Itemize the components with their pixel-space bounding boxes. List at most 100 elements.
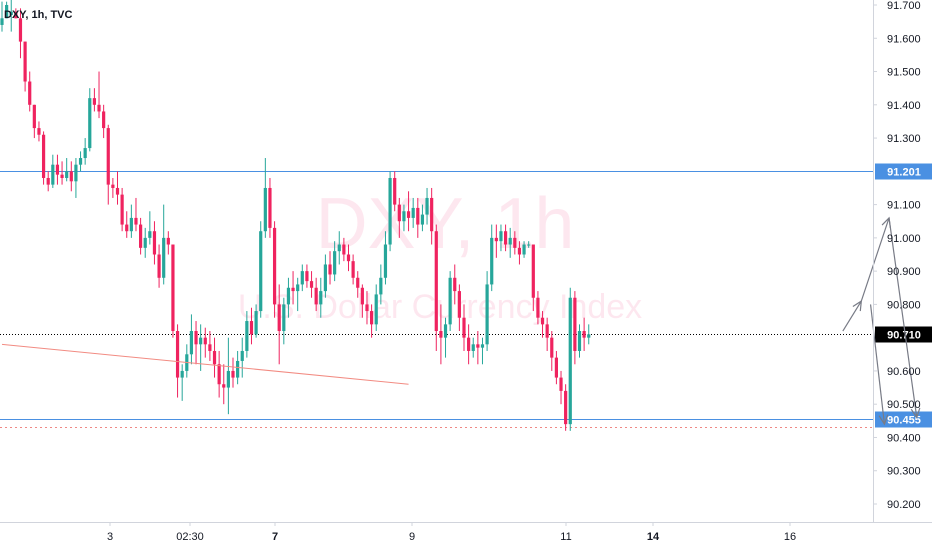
- candle-body: [370, 311, 374, 325]
- candle-body: [65, 171, 69, 178]
- candle-body: [573, 297, 577, 351]
- candle-body: [203, 337, 207, 345]
- candle-body: [490, 237, 494, 285]
- candle-body: [111, 184, 115, 188]
- candle-body: [471, 344, 475, 351]
- candle-body: [411, 207, 415, 218]
- x-tick-label: 11: [560, 531, 571, 543]
- candle-body: [531, 244, 535, 298]
- candle-body: [517, 247, 522, 255]
- candle-body: [175, 331, 180, 378]
- candle-body: [9, 11, 13, 15]
- candle-body: [102, 111, 106, 129]
- candle-body: [342, 244, 346, 255]
- candle-body: [0, 18, 4, 25]
- y-tick-label: 90.400: [887, 432, 921, 444]
- candle-body: [508, 237, 512, 245]
- resistance-badge: [875, 163, 932, 180]
- y-tick-label: 91.000: [887, 233, 921, 245]
- candle-body: [282, 304, 286, 332]
- candle-body: [106, 128, 110, 185]
- candle-body: [485, 284, 489, 345]
- watermark-symbol: DXY, 1h: [316, 184, 575, 264]
- candle-body: [568, 297, 572, 425]
- candle-body: [480, 344, 485, 348]
- current-price-badge: [875, 326, 932, 343]
- arrow-head: [852, 299, 863, 312]
- candle-body: [536, 297, 540, 318]
- candle-body: [249, 321, 254, 335]
- candle-body: [559, 377, 563, 391]
- projection-arrow: [860, 217, 918, 418]
- candle-body: [499, 231, 503, 242]
- trendline: [1, 343, 409, 385]
- price-levels: 91.201 90.710 90.455: [0, 163, 932, 428]
- y-tick-label: 91.100: [887, 200, 921, 212]
- candles: [0, 0, 591, 431]
- drawings[interactable]: [1, 216, 921, 426]
- candle-body: [263, 187, 267, 232]
- candle-body: [83, 148, 87, 159]
- x-tick-label: 9: [409, 531, 415, 543]
- candle-body: [554, 357, 558, 378]
- candle-body: [319, 291, 323, 305]
- candle-body: [476, 344, 480, 348]
- candle-body: [582, 331, 586, 338]
- candle-body: [55, 164, 60, 175]
- candle-body: [374, 294, 378, 325]
- candle-body: [208, 344, 212, 351]
- candle-body: [494, 237, 498, 242]
- candle-body: [212, 350, 217, 365]
- y-tick-label: 91.600: [887, 33, 921, 45]
- y-tick-label: 90.200: [887, 499, 921, 511]
- candle-body: [540, 317, 545, 325]
- candle-body: [28, 81, 32, 105]
- candle-body: [314, 287, 318, 305]
- candle-body: [162, 237, 166, 278]
- candle-body: [46, 177, 50, 185]
- symbol-label: DXY, 1h, TVC: [4, 9, 73, 21]
- candle-body: [60, 174, 64, 178]
- candle-body: [564, 390, 568, 425]
- candle-body: [125, 224, 129, 232]
- candle-body: [439, 331, 443, 338]
- candle-body: [300, 271, 304, 285]
- y-tick-label: 91.500: [887, 67, 921, 79]
- x-tick-label: 16: [784, 531, 796, 543]
- candle-body: [309, 281, 314, 288]
- candle-body: [272, 227, 277, 305]
- resistance-badge-label: 91.201: [887, 167, 921, 179]
- candle-body: [333, 251, 337, 275]
- watermark: DXY, 1h U.S. Dollar Currency Index: [238, 184, 642, 326]
- y-tick-label: 91.700: [887, 0, 921, 12]
- candle-body: [448, 277, 452, 325]
- support-badge-label: 90.455: [887, 415, 921, 427]
- candle-body: [402, 211, 406, 222]
- candle-body: [222, 384, 226, 388]
- candle-body: [323, 264, 327, 292]
- candle-body: [406, 211, 411, 218]
- candle-body: [157, 254, 161, 278]
- x-tick-label: 02:30: [176, 531, 204, 543]
- candle-body: [365, 304, 369, 312]
- candle-body: [416, 207, 420, 225]
- candle-body: [199, 337, 203, 345]
- candle-body: [443, 324, 448, 338]
- candle-body: [129, 217, 133, 232]
- candle-body: [143, 237, 147, 248]
- candle-body: [189, 331, 194, 355]
- candle-body: [420, 214, 425, 225]
- candle-body: [305, 271, 309, 282]
- candle-body: [97, 104, 101, 112]
- candle-body: [37, 128, 41, 135]
- candle-body: [328, 264, 332, 275]
- current-price-badge-label: 90.710: [887, 330, 921, 342]
- candle-body: [379, 277, 383, 295]
- candle-body: [430, 197, 434, 232]
- y-tick-label: 90.300: [887, 466, 921, 478]
- y-tick-label: 90.500: [887, 399, 921, 411]
- candle-body: [513, 237, 517, 248]
